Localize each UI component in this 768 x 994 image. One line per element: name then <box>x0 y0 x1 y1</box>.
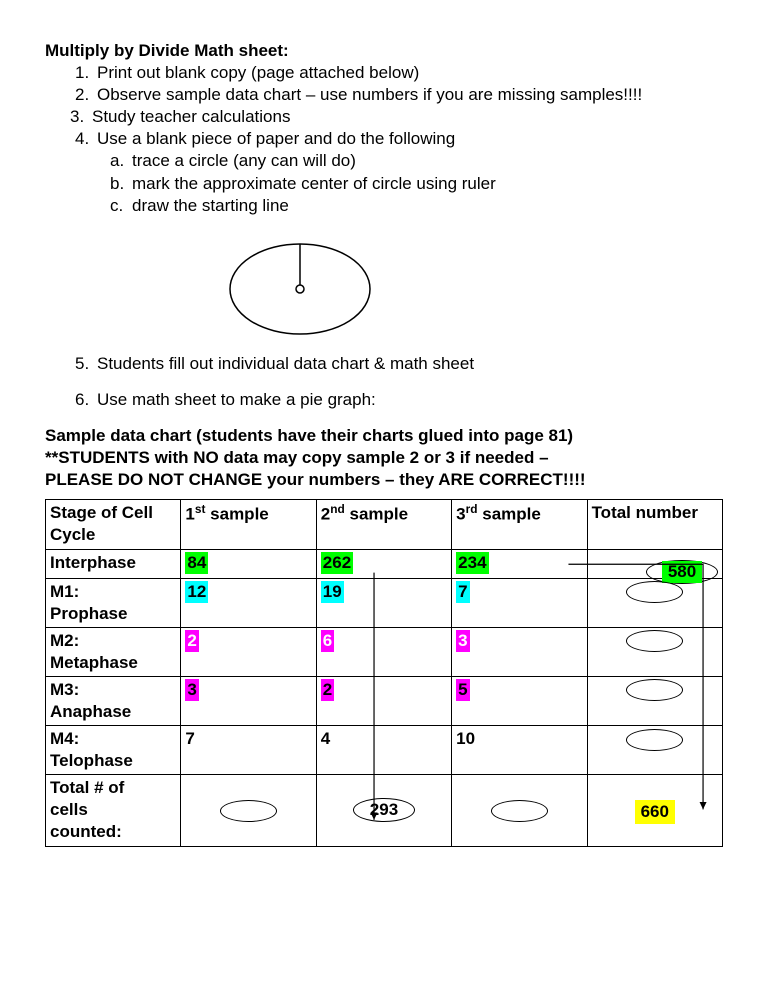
title: Multiply by Divide Math sheet: <box>45 40 723 62</box>
circle-diagram <box>215 227 723 343</box>
sub-letter: c. <box>110 195 132 217</box>
step-text: Print out blank copy (page attached belo… <box>97 62 419 84</box>
cell-stage: Interphase <box>46 549 181 578</box>
row-m1: M1:Prophase 12 19 7 <box>46 578 723 627</box>
cell-s3: 10 <box>452 726 587 775</box>
cell-total <box>587 726 722 775</box>
step-2: 2. Observe sample data chart – use numbe… <box>75 84 723 106</box>
oval-blank <box>626 729 683 751</box>
col-total: Total number <box>587 500 722 549</box>
cell-total <box>587 627 722 676</box>
sample-heading-1: Sample data chart (students have their c… <box>45 425 723 447</box>
cell-s3: 7 <box>452 578 587 627</box>
cell-s3 <box>452 775 587 846</box>
cell-stage: M3:Anaphase <box>46 676 181 725</box>
cell-s2: 6 <box>316 627 451 676</box>
col-sample2: 2nd sample <box>316 500 451 549</box>
step-3: 3. Study teacher calculations <box>70 106 723 128</box>
oval-blank <box>626 630 683 652</box>
cell-s1: 12 <box>181 578 316 627</box>
step-text: Students fill out individual data chart … <box>97 353 474 375</box>
cell-s1: 2 <box>181 627 316 676</box>
row-m3: M3:Anaphase 3 2 5 <box>46 676 723 725</box>
cell-total: 580 <box>587 549 722 578</box>
sub-text: mark the approximate center of circle us… <box>132 173 496 195</box>
sample-heading-3: PLEASE DO NOT CHANGE your numbers – they… <box>45 469 723 491</box>
step-4a: a. trace a circle (any can will do) <box>110 150 723 172</box>
oval-660: 660 <box>625 800 685 822</box>
col-sample1: 1st sample <box>181 500 316 549</box>
cell-stage: M4:Telophase <box>46 726 181 775</box>
sub-text: draw the starting line <box>132 195 289 217</box>
cell-total <box>587 676 722 725</box>
oval-293: 293 <box>353 798 415 822</box>
row-m2: M2:Metaphase 2 6 3 <box>46 627 723 676</box>
step-num: 6. <box>75 389 97 411</box>
cell-stage: M1:Prophase <box>46 578 181 627</box>
step-num: 1. <box>75 62 97 84</box>
cell-s2: 19 <box>316 578 451 627</box>
oval-blank <box>626 679 683 701</box>
step-6: 6. Use math sheet to make a pie graph: <box>75 389 723 411</box>
sample-heading-2: **STUDENTS with NO data may copy sample … <box>45 447 723 469</box>
sub-text: trace a circle (any can will do) <box>132 150 356 172</box>
cell-s1: 84 <box>181 549 316 578</box>
cell-s3: 234 <box>452 549 587 578</box>
cell-s2: 293 <box>316 775 451 846</box>
cell-s1: 3 <box>181 676 316 725</box>
sub-letter: a. <box>110 150 132 172</box>
sub-letter: b. <box>110 173 132 195</box>
step-text: Use math sheet to make a pie graph: <box>97 389 376 411</box>
cell-s3: 3 <box>452 627 587 676</box>
step-4: 4. Use a blank piece of paper and do the… <box>75 128 723 150</box>
cell-s2: 262 <box>316 549 451 578</box>
step-4c: c. draw the starting line <box>110 195 723 217</box>
cell-stage: Total # ofcellscounted: <box>46 775 181 846</box>
row-total: Total # ofcellscounted: 293 660 <box>46 775 723 846</box>
cell-total <box>587 578 722 627</box>
step-num: 3. <box>70 106 92 128</box>
oval-blank <box>626 581 683 603</box>
data-table: Stage of Cell Cycle 1st sample 2nd sampl… <box>45 499 723 846</box>
cell-s3: 5 <box>452 676 587 725</box>
step-1: 1. Print out blank copy (page attached b… <box>75 62 723 84</box>
row-interphase: Interphase 84 262 234 580 <box>46 549 723 578</box>
oval-blank <box>220 800 277 822</box>
step-num: 5. <box>75 353 97 375</box>
step-text: Study teacher calculations <box>92 106 290 128</box>
step-num: 4. <box>75 128 97 150</box>
col-sample3: 3rd sample <box>452 500 587 549</box>
cell-s1: 7 <box>181 726 316 775</box>
step-text: Use a blank piece of paper and do the fo… <box>97 128 455 150</box>
step-text: Observe sample data chart – use numbers … <box>97 84 642 106</box>
table-header-row: Stage of Cell Cycle 1st sample 2nd sampl… <box>46 500 723 549</box>
cell-s2: 2 <box>316 676 451 725</box>
col-stage: Stage of Cell Cycle <box>46 500 181 549</box>
oval-blank <box>491 800 548 822</box>
cell-total: 660 <box>587 775 722 846</box>
step-5: 5. Students fill out individual data cha… <box>75 353 723 375</box>
row-m4: M4:Telophase 7 4 10 <box>46 726 723 775</box>
step-4b: b. mark the approximate center of circle… <box>110 173 723 195</box>
cell-stage: M2:Metaphase <box>46 627 181 676</box>
step-num: 2. <box>75 84 97 106</box>
worksheet-content: Multiply by Divide Math sheet: 1. Print … <box>45 40 723 847</box>
cell-s2: 4 <box>316 726 451 775</box>
cell-s1 <box>181 775 316 846</box>
data-table-wrap: Stage of Cell Cycle 1st sample 2nd sampl… <box>45 499 723 846</box>
